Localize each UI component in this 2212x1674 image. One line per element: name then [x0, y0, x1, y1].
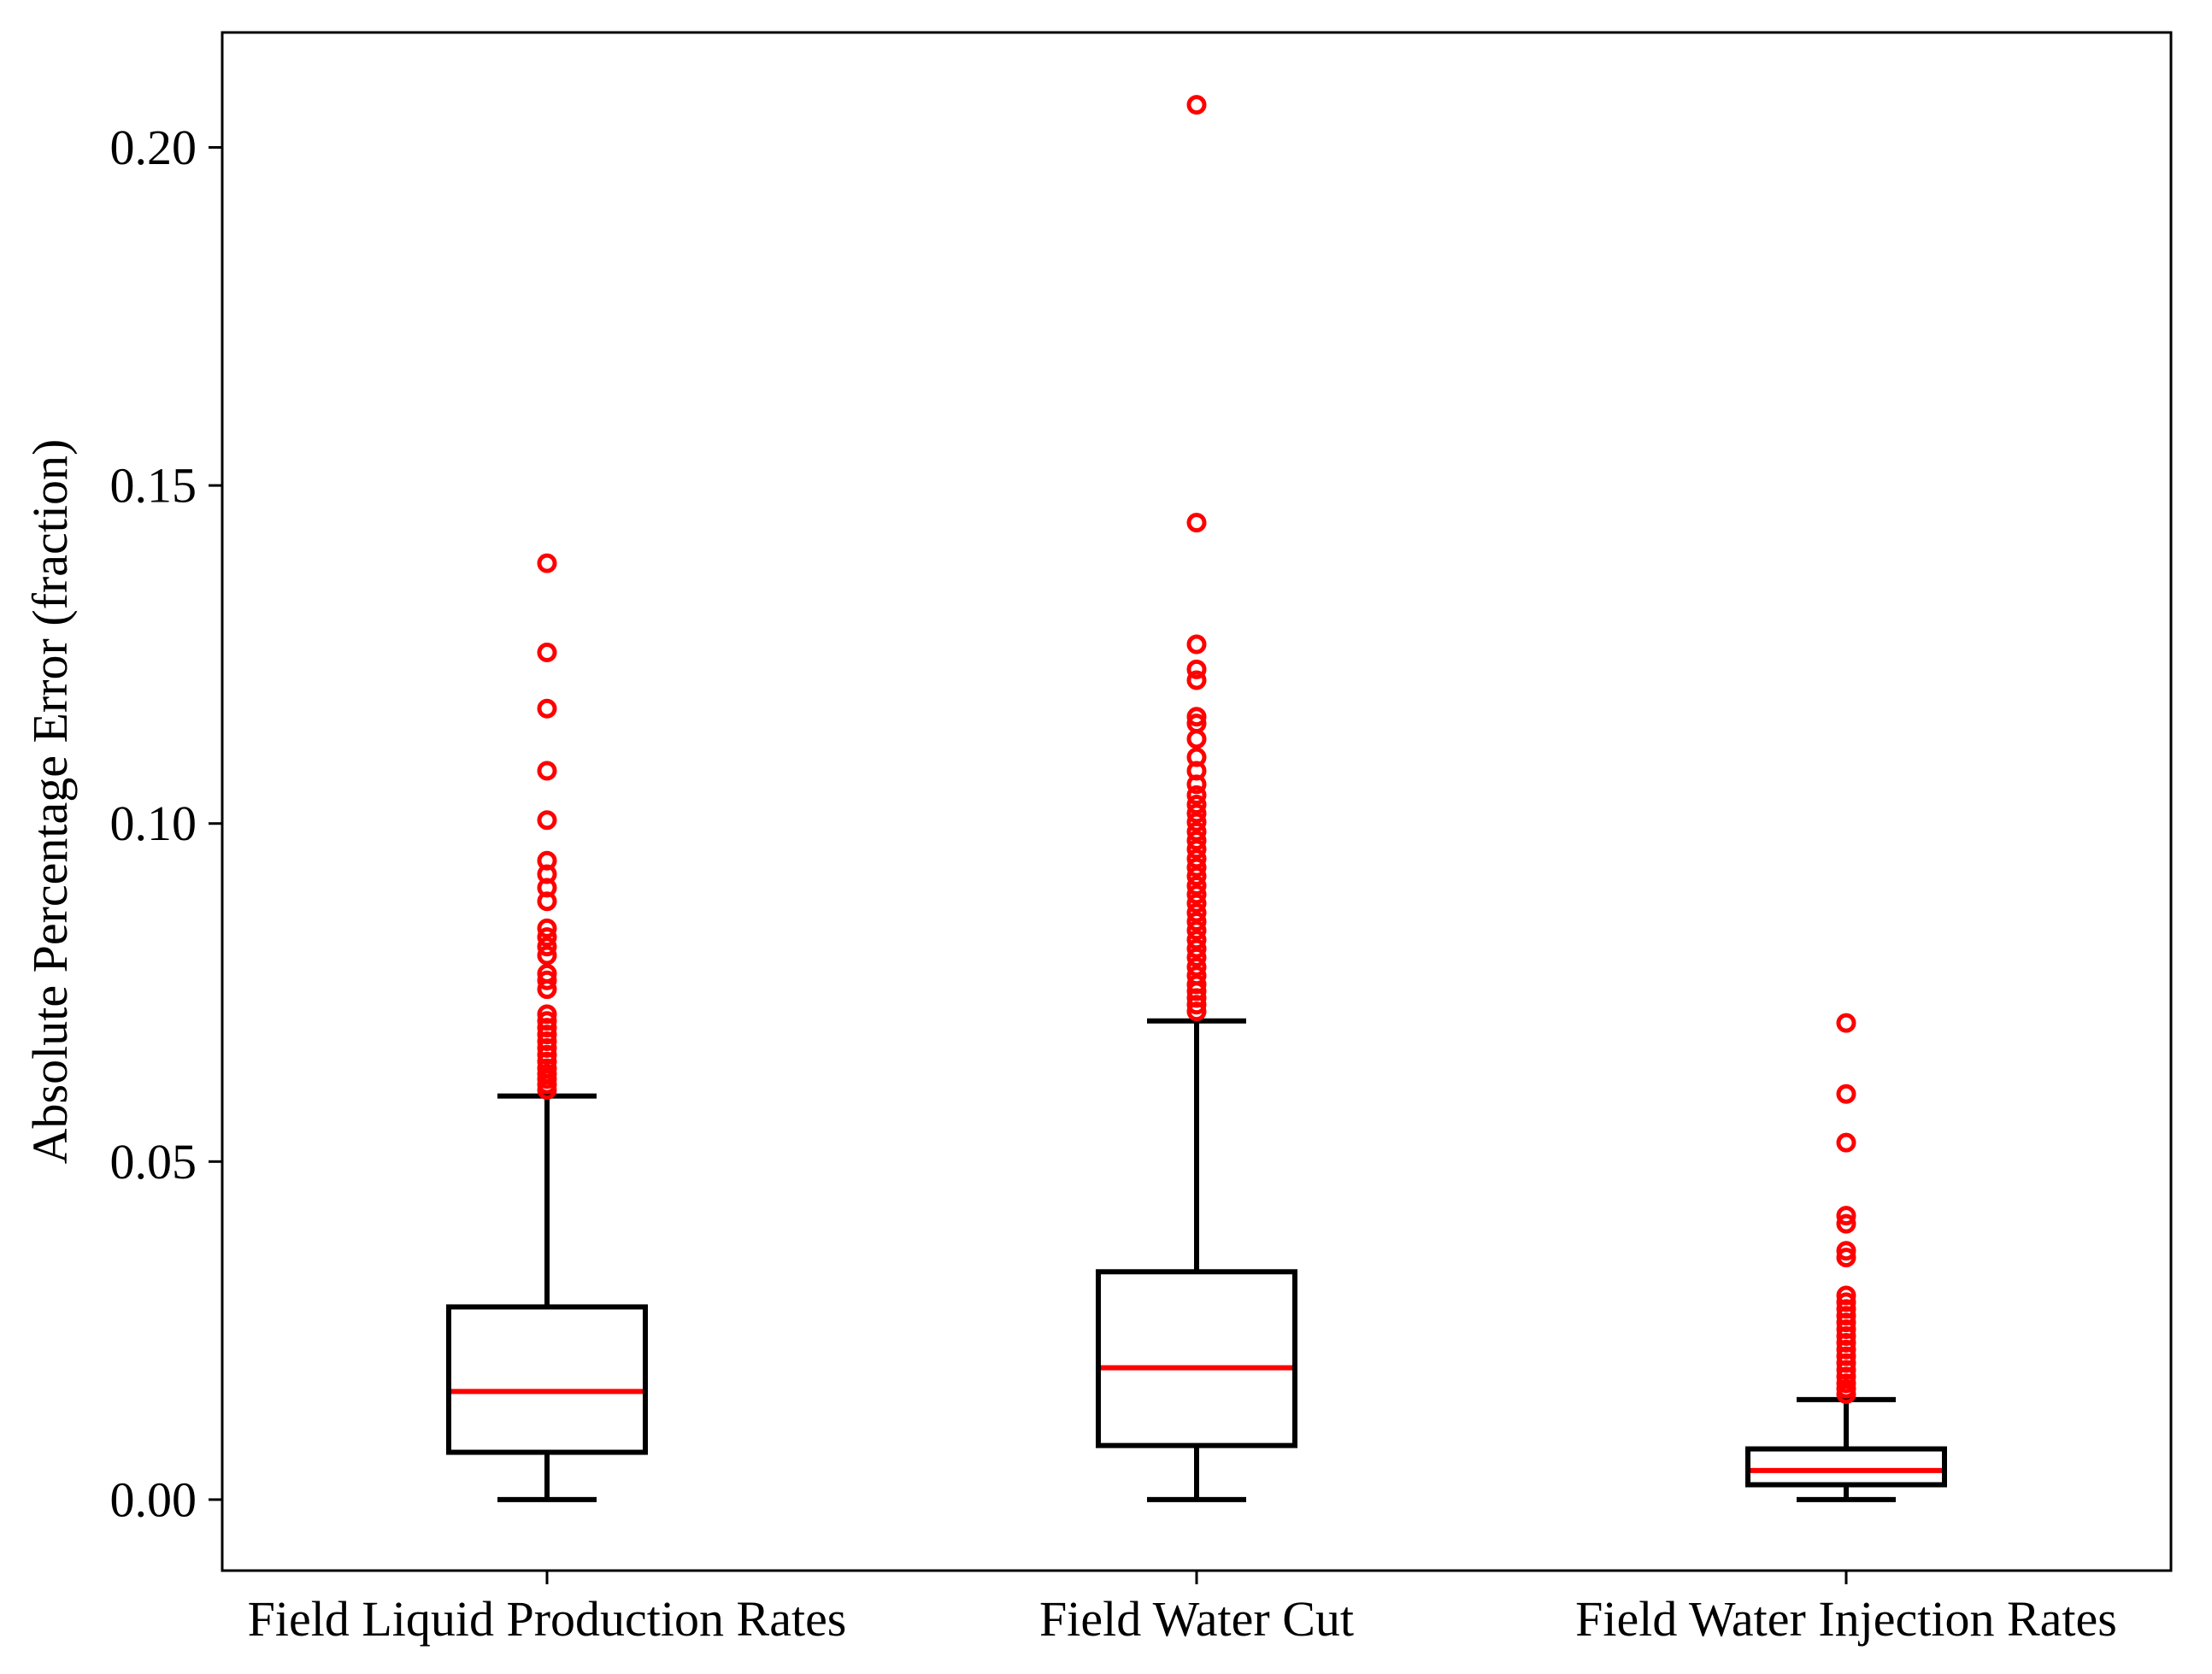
outlier-point	[1186, 513, 1207, 533]
outlier-point	[1186, 812, 1207, 832]
outlier-point	[1836, 1366, 1856, 1387]
boxes-layer	[446, 95, 1947, 1502]
outlier-point	[537, 1079, 557, 1100]
outlier-point	[1186, 893, 1207, 913]
outlier-point	[537, 553, 557, 573]
outlier-point	[1186, 947, 1207, 967]
outlier-point	[1836, 1206, 1856, 1226]
y-axis-title: Absolute Percentage Error (fraction)	[22, 439, 78, 1165]
y-tick-label: 0.00	[110, 1471, 197, 1527]
y-axis: 0.00 0.05 0.10 0.15 0.20	[110, 120, 222, 1527]
outlier-point	[1186, 774, 1207, 795]
outlier-point	[1836, 1383, 1856, 1404]
outlier-point	[537, 937, 557, 957]
outlier-point	[537, 918, 557, 938]
outlier-point	[1186, 995, 1207, 1015]
outlier-point	[537, 945, 557, 966]
outlier-point	[1186, 920, 1207, 941]
plot-frame	[221, 31, 2173, 1572]
x-tick-label: Field Water Injection Rates	[1575, 1591, 2117, 1647]
outlier-point	[1836, 1241, 1856, 1261]
outlier-point	[1836, 1084, 1856, 1104]
outlier-point	[1186, 830, 1207, 850]
box-group	[1745, 1013, 1947, 1502]
outlier-point	[1186, 707, 1207, 727]
iqr-box	[446, 1304, 648, 1455]
outlier-point	[1186, 902, 1207, 923]
outlier-point	[1186, 729, 1207, 749]
outlier-point	[1836, 1213, 1856, 1234]
outlier-point	[1186, 670, 1207, 690]
outlier-point	[1186, 911, 1207, 931]
y-tick-label: 0.20	[110, 120, 197, 175]
outlier-point	[1186, 634, 1207, 655]
outlier-point	[537, 927, 557, 948]
outlier-point	[537, 979, 557, 1000]
outlier-point	[1186, 784, 1207, 805]
outlier-point	[537, 643, 557, 663]
outlier-point	[537, 810, 557, 831]
outlier-point	[1186, 876, 1207, 896]
outlier-point	[1836, 1132, 1856, 1153]
outlier-point	[1186, 938, 1207, 959]
outlier-point	[1186, 839, 1207, 860]
outlier-point	[1186, 95, 1207, 115]
x-tick-label: Field Liquid Production Rates	[248, 1591, 847, 1647]
outlier-point	[1186, 866, 1207, 886]
y-tick-label: 0.05	[110, 1134, 197, 1189]
iqr-box	[1096, 1269, 1297, 1448]
outlier-point	[1186, 1001, 1207, 1022]
outlier-point	[1836, 1013, 1856, 1033]
iqr-box	[1745, 1446, 1947, 1488]
outlier-point	[1186, 821, 1207, 842]
outlier-point	[1836, 1248, 1856, 1268]
outlier-point	[537, 970, 557, 990]
outlier-point	[1186, 884, 1207, 905]
outlier-point	[1186, 930, 1207, 950]
outlier-point	[537, 1051, 557, 1072]
outlier-point	[537, 891, 557, 912]
outlier-point	[1186, 795, 1207, 815]
x-tick-label: Field Water Cut	[1039, 1591, 1354, 1647]
outlier-point	[1186, 956, 1207, 977]
outlier-point	[1186, 857, 1207, 878]
outlier-point	[537, 761, 557, 781]
outlier-point	[1186, 803, 1207, 824]
y-tick-label: 0.10	[110, 796, 197, 851]
box-group	[446, 553, 648, 1502]
x-axis: Field Liquid Production Rates Field Water…	[248, 1571, 2117, 1647]
y-tick-label: 0.15	[110, 458, 197, 514]
outlier-point	[1186, 659, 1207, 679]
outlier-point	[537, 698, 557, 719]
box-group	[1096, 95, 1297, 1502]
outlier-point	[1186, 849, 1207, 869]
